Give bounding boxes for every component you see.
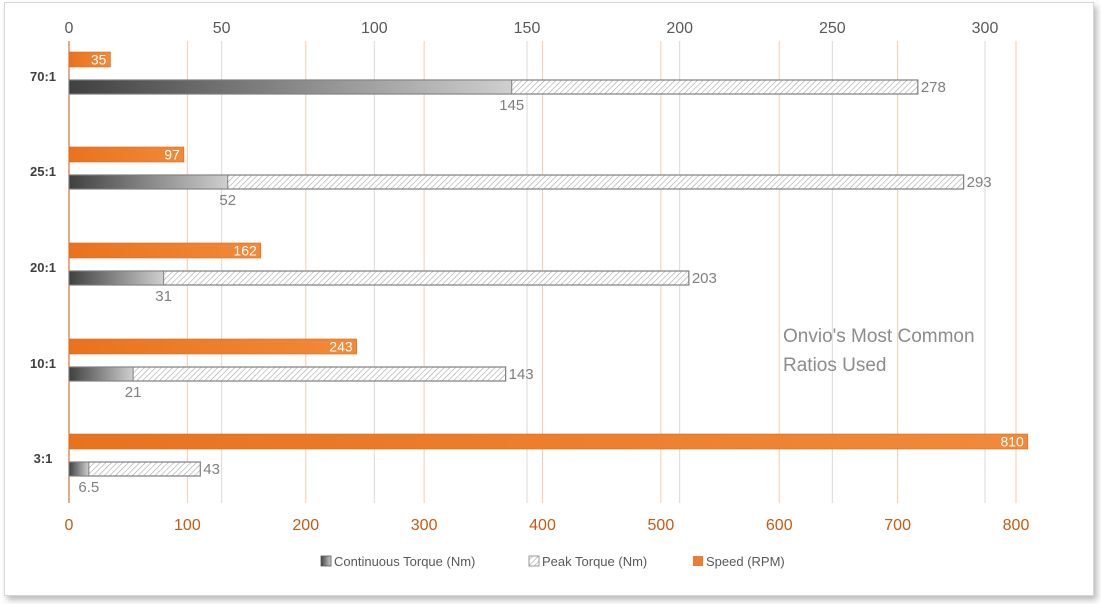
speed-value-label: 35 (91, 52, 107, 68)
continuous-torque-bar (68, 174, 229, 190)
category-label: 10:1 (30, 356, 56, 371)
category-label: 3:1 (34, 451, 53, 466)
peak-torque-bar (68, 366, 507, 382)
speed-value-label: 243 (329, 339, 353, 355)
speed-value-label: 162 (233, 243, 257, 259)
peak-torque-value-label: 203 (692, 270, 717, 287)
legend-swatch-peak (528, 555, 540, 567)
continuous-torque-value-label: 31 (155, 288, 172, 305)
speed-bar (68, 242, 262, 259)
bottom-axis-tick-label: 400 (529, 517, 556, 534)
peak-torque-value-label: 293 (967, 174, 992, 191)
top-axis-tick-label: 200 (666, 20, 693, 37)
continuous-torque-bar (68, 79, 513, 95)
bottom-axis-tick-label: 600 (766, 517, 793, 534)
annotation-line-2: Ratios Used (783, 355, 887, 376)
peak-torque-value-label: 278 (921, 79, 946, 96)
speed-bar (68, 146, 185, 163)
bottom-axis-tick-label: 700 (884, 517, 911, 534)
speed-value-label: 97 (164, 147, 180, 163)
speed-value-label: 810 (1000, 434, 1024, 450)
bottom-axis-tick-label: 300 (411, 517, 438, 534)
continuous-torque-value-label: 145 (499, 97, 524, 114)
legend-label-speed: Speed (RPM) (706, 554, 785, 569)
continuous-torque-bar (68, 366, 134, 382)
top-axis-tick-label: 150 (514, 20, 541, 37)
annotation-line-1: Onvio's Most Common (783, 326, 975, 347)
speed-bar (68, 51, 111, 68)
legend-label-peak: Peak Torque (Nm) (542, 554, 647, 569)
category-label: 25:1 (30, 164, 56, 179)
speed-bar (68, 338, 357, 355)
continuous-torque-bar (68, 270, 165, 286)
bottom-axis-tick-label: 100 (174, 517, 201, 534)
continuous-torque-value-label: 52 (219, 192, 236, 209)
category-label: 70:1 (30, 69, 56, 84)
top-axis-tick-label: 100 (361, 20, 388, 37)
bottom-axis-tick-label: 800 (1003, 517, 1030, 534)
top-axis-tick-label: 0 (65, 20, 74, 37)
legend-swatch-continuous (320, 555, 332, 567)
category-label: 20:1 (30, 260, 56, 275)
bottom-axis-tick-label: 200 (292, 517, 319, 534)
continuous-torque-value-label: 6.5 (78, 479, 99, 496)
bottom-axis-tick-label: 0 (65, 517, 74, 534)
legend-swatch-speed (693, 556, 703, 566)
continuous-torque-bar (68, 461, 90, 477)
bottom-axis-tick-label: 500 (648, 517, 675, 534)
chart-frame: 0 50 100 150 200 250 300 0 100 200 300 400 500 600 700… (4, 2, 1094, 596)
continuous-torque-value-label: 21 (125, 384, 142, 401)
top-axis-tick-label: 50 (213, 20, 231, 37)
top-axis-tick-label: 300 (972, 20, 999, 37)
peak-torque-value-label: 143 (509, 366, 534, 383)
top-axis-tick-label: 250 (819, 20, 846, 37)
chart-svg: 0 50 100 150 200 250 300 0 100 200 300 400 500 600 700… (30, 20, 1030, 569)
speed-bar (68, 433, 1029, 450)
legend-label-continuous: Continuous Torque (Nm) (334, 554, 475, 569)
peak-torque-value-label: 43 (203, 461, 220, 478)
